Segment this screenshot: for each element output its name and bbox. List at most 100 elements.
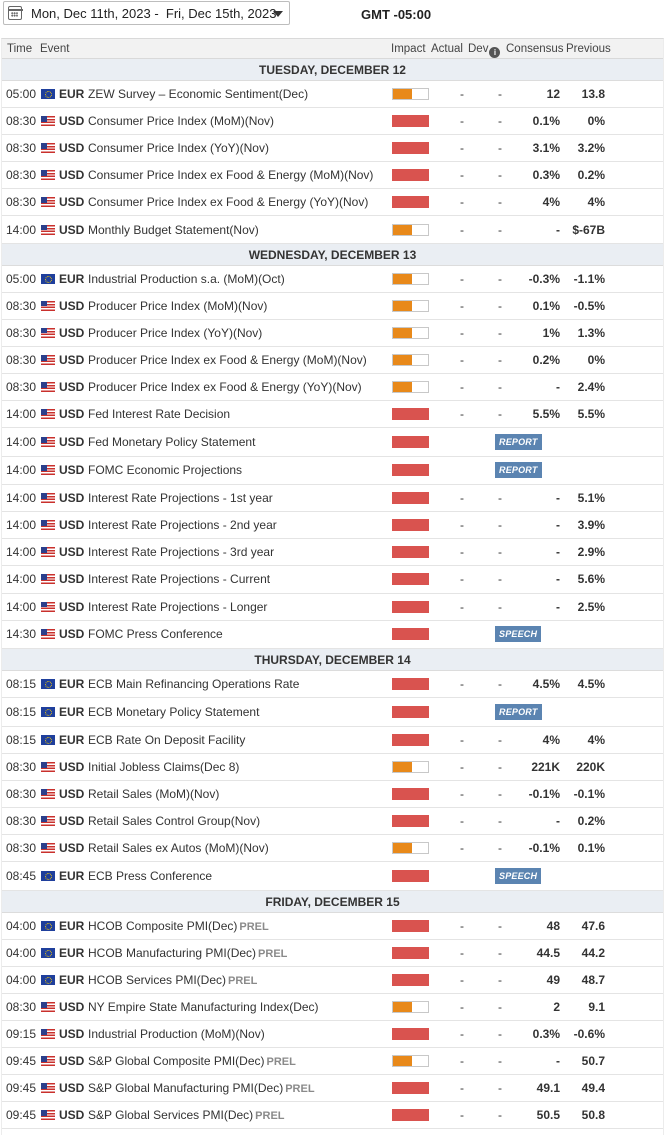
event-row[interactable]: 08:15 EUR ECB Main Refinancing Operations … (2, 671, 663, 699)
column-header-consensus[interactable]: Consensus (506, 43, 564, 55)
event-name-cell[interactable]: Retail Sales Control Group(Nov) (88, 814, 260, 828)
event-row[interactable]: 08:30 USD Consumer Price Index ex Food & E… (2, 162, 663, 190)
event-name[interactable]: S&P Global Manufacturing PMI(Dec) (88, 1081, 284, 1096)
event-row[interactable]: 14:00 USD Interest Rate Projections - Curr… (2, 566, 663, 594)
event-name[interactable]: FOMC Economic Projections (88, 463, 243, 478)
timezone-label[interactable]: GMT -05:00 (361, 7, 432, 22)
event-name[interactable]: Retail Sales (MoM)(Nov) (88, 786, 220, 801)
event-row[interactable]: 08:30 USD NY Empire State Manufacturing In… (2, 994, 663, 1022)
event-row[interactable]: 08:30 USD Consumer Price Index ex Food & E… (2, 189, 663, 217)
event-name-cell[interactable]: S&P Global Services PMI(Dec) PREL (88, 1108, 285, 1122)
event-name[interactable]: ECB Press Conference (88, 868, 213, 883)
event-name[interactable]: HCOB Composite PMI(Dec) (88, 918, 238, 933)
caret-down-icon[interactable] (273, 11, 283, 17)
event-name-cell[interactable]: FOMC Press Conference (88, 627, 223, 641)
event-name[interactable]: Interest Rate Projections - Current (88, 572, 271, 587)
column-header-time[interactable]: Time (7, 43, 33, 55)
event-name-cell[interactable]: Fed Monetary Policy Statement (88, 435, 255, 449)
event-name[interactable]: Producer Price Index ex Food & Energy (Y… (88, 379, 362, 394)
speech-badge[interactable]: SPEECH (495, 626, 542, 643)
event-row[interactable]: 04:00 EUR HCOB Manufacturing PMI(Dec) PREL -… (2, 940, 663, 967)
event-row[interactable]: 09:45 USD S&P Global Services PMI(Dec) PREL… (2, 1102, 663, 1130)
event-name-cell[interactable]: FOMC Economic Projections (88, 463, 242, 477)
event-name-cell[interactable]: Monthly Budget Statement(Nov) (88, 223, 259, 237)
event-name[interactable]: Consumer Price Index (YoY)(Nov) (88, 141, 269, 156)
event-name-cell[interactable]: HCOB Composite PMI(Dec) PREL (88, 919, 269, 933)
event-name-cell[interactable]: Producer Price Index ex Food & Energy (M… (88, 353, 367, 367)
event-name-cell[interactable]: Retail Sales (MoM)(Nov) (88, 787, 219, 801)
event-row[interactable]: 14:00 USD Fed Monetary Policy Statement REP… (2, 428, 663, 457)
event-row[interactable]: 09:45 USD S&P Global Composite PMI(Dec) PRE… (2, 1048, 663, 1076)
event-name[interactable]: ECB Monetary Policy Statement (88, 704, 260, 719)
event-name-cell[interactable]: Interest Rate Projections - 2nd year (88, 518, 277, 532)
event-row[interactable]: 14:00 USD Interest Rate Projections - Long… (2, 594, 663, 621)
event-row[interactable]: 08:30 USD Retail Sales (MoM)(Nov) - - -0.1% -0… (2, 781, 663, 808)
event-name[interactable]: Interest Rate Projections - 1st year (88, 491, 273, 506)
event-name[interactable]: Consumer Price Index (MoM)(Nov) (88, 114, 275, 129)
event-name[interactable]: ZEW Survey – Economic Sentiment(Dec) (88, 87, 309, 102)
event-name[interactable]: Interest Rate Projections - 2nd year (88, 518, 277, 533)
event-name[interactable]: ECB Rate On Deposit Facility (88, 732, 246, 747)
report-badge[interactable]: REPORT (495, 703, 542, 720)
event-row[interactable]: 04:00 EUR HCOB Services PMI(Dec) PREL - - 49 48… (2, 967, 663, 994)
event-name-cell[interactable]: Interest Rate Projections - Longer (88, 600, 267, 614)
event-name-cell[interactable]: Interest Rate Projections - Current (88, 572, 270, 586)
column-header-dev-label[interactable]: Dev (468, 43, 489, 55)
event-name-cell[interactable]: Retail Sales ex Autos (MoM)(Nov) (88, 841, 269, 855)
report-badge[interactable]: REPORT (495, 433, 542, 450)
event-name-cell[interactable]: Producer Price Index (MoM)(Nov) (88, 299, 267, 313)
column-header-actual[interactable]: Actual (431, 43, 463, 55)
column-header-event[interactable]: Event (40, 43, 70, 55)
event-name[interactable]: Interest Rate Projections - 3rd year (88, 545, 275, 560)
event-row[interactable]: 04:00 EUR HCOB Composite PMI(Dec) PREL - - 48 4… (2, 913, 663, 940)
event-name[interactable]: ECB Main Refinancing Operations Rate (88, 677, 300, 692)
event-name-cell[interactable]: Producer Price Index ex Food & Energy (Y… (88, 380, 362, 394)
event-row[interactable]: 08:45 EUR ECB Press Conference SPEECH (2, 862, 663, 891)
event-row[interactable]: 14:00 USD Interest Rate Projections - 2nd … (2, 512, 663, 540)
event-name[interactable]: S&P Global Services PMI(Dec) (88, 1108, 254, 1123)
event-row[interactable]: 09:15 USD Industrial Production (MoM)(Nov)… (2, 1021, 663, 1049)
event-row[interactable]: 14:00 USD Interest Rate Projections - 1st … (2, 485, 663, 513)
event-name[interactable]: Industrial Production s.a. (MoM)(Oct) (88, 271, 285, 286)
event-row[interactable]: 08:30 USD Retail Sales ex Autos (MoM)(Nov)… (2, 835, 663, 863)
event-row[interactable]: 08:30 USD Producer Price Index ex Food & E… (2, 374, 663, 402)
event-row[interactable]: 08:30 USD Producer Price Index ex Food & E… (2, 347, 663, 374)
event-name-cell[interactable]: HCOB Manufacturing PMI(Dec) PREL (88, 946, 287, 960)
event-name-cell[interactable]: Interest Rate Projections - 1st year (88, 491, 273, 505)
event-row[interactable]: 05:00 EUR ZEW Survey – Economic Sentiment(… (2, 81, 663, 109)
event-row[interactable]: 08:15 EUR ECB Monetary Policy Statement REP… (2, 698, 663, 727)
date-range-picker[interactable]: Mon, Dec 11th, 2023 - Fri, Dec 15th, 202… (3, 1, 290, 25)
event-name-cell[interactable]: ZEW Survey – Economic Sentiment(Dec) (88, 87, 308, 101)
event-name-cell[interactable]: Initial Jobless Claims(Dec 8) (88, 760, 239, 774)
event-name-cell[interactable]: Consumer Price Index ex Food & Energy (M… (88, 168, 373, 182)
event-row[interactable]: 08:30 USD Initial Jobless Claims(Dec 8) - - 2… (2, 754, 663, 781)
event-name[interactable]: S&P Global Composite PMI(Dec) (88, 1054, 265, 1069)
event-name[interactable]: NY Empire State Manufacturing Index(Dec) (88, 999, 319, 1014)
event-name[interactable]: HCOB Manufacturing PMI(Dec) (88, 945, 257, 960)
column-header-impact[interactable]: Impact (391, 43, 426, 55)
event-name-cell[interactable]: S&P Global Composite PMI(Dec) PREL (88, 1054, 296, 1068)
event-name[interactable]: Retail Sales ex Autos (MoM)(Nov) (88, 841, 269, 856)
event-name-cell[interactable]: Fed Interest Rate Decision (88, 407, 230, 421)
event-name-cell[interactable]: Industrial Production s.a. (MoM)(Oct) (88, 272, 285, 286)
event-row[interactable]: 08:15 EUR ECB Rate On Deposit Facility - - 4%… (2, 727, 663, 754)
event-row[interactable]: 14:00 USD Fed Interest Rate Decision - - 5.5%… (2, 401, 663, 429)
event-name-cell[interactable]: S&P Global Manufacturing PMI(Dec) PREL (88, 1081, 315, 1095)
event-name-cell[interactable]: Interest Rate Projections - 3rd year (88, 545, 274, 559)
event-row[interactable]: 14:30 USD FOMC Press Conference SPEECH (2, 621, 663, 650)
event-name-cell[interactable]: Consumer Price Index (YoY)(Nov) (88, 141, 269, 155)
event-row[interactable]: 14:00 USD Monthly Budget Statement(Nov) - - -… (2, 216, 663, 244)
report-badge[interactable]: REPORT (495, 462, 542, 479)
event-name[interactable]: Monthly Budget Statement(Nov) (88, 222, 259, 237)
event-name[interactable]: Consumer Price Index ex Food & Energy (Y… (88, 195, 369, 210)
info-icon[interactable]: i (489, 47, 501, 58)
event-name-cell[interactable]: ECB Press Conference (88, 869, 212, 883)
event-row[interactable]: 05:00 EUR Industrial Production s.a. (MoM)… (2, 266, 663, 293)
event-row[interactable]: 08:30 USD Consumer Price Index (MoM)(Nov) -… (2, 108, 663, 136)
event-name-cell[interactable]: Producer Price Index (YoY)(Nov) (88, 326, 262, 340)
event-name[interactable]: Producer Price Index (YoY)(Nov) (88, 325, 263, 340)
event-name-cell[interactable]: ECB Main Refinancing Operations Rate (88, 677, 299, 691)
event-name[interactable]: Fed Interest Rate Decision (88, 407, 231, 422)
event-name-cell[interactable]: ECB Rate On Deposit Facility (88, 733, 245, 747)
event-row[interactable]: 09:45 USD S&P Global Manufacturing PMI(Dec… (2, 1075, 663, 1103)
